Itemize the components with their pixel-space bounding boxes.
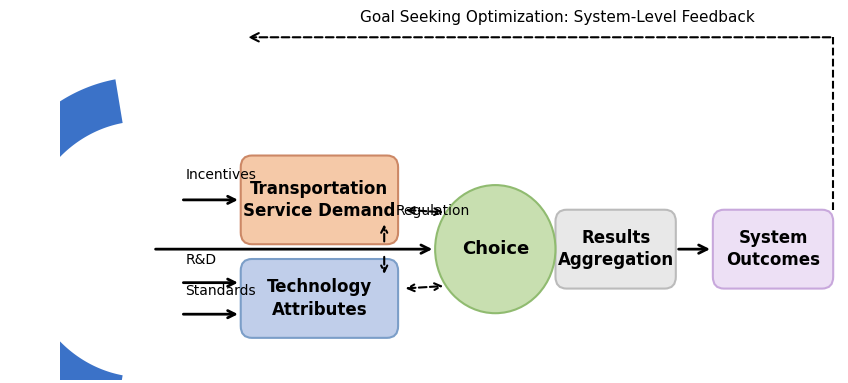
Text: Pathway Options: Pathway Options [0, 170, 11, 328]
FancyBboxPatch shape [555, 210, 676, 288]
Text: Goal Seeking Optimization: System-Level Feedback: Goal Seeking Optimization: System-Level … [360, 10, 756, 25]
Text: Technology
Attributes: Technology Attributes [267, 278, 372, 319]
Text: Choice: Choice [461, 240, 529, 258]
Ellipse shape [435, 185, 555, 313]
FancyBboxPatch shape [713, 210, 834, 288]
Text: Results
Aggregation: Results Aggregation [558, 229, 673, 269]
Polygon shape [0, 79, 123, 383]
Text: R&D: R&D [185, 253, 216, 267]
Text: System
Outcomes: System Outcomes [726, 229, 820, 269]
Text: Transportation
Service Demand: Transportation Service Demand [243, 180, 396, 220]
FancyBboxPatch shape [241, 155, 398, 244]
Text: Regulation: Regulation [395, 204, 470, 218]
FancyBboxPatch shape [241, 259, 398, 338]
Text: Standards: Standards [185, 285, 256, 298]
Text: Incentives: Incentives [185, 168, 256, 182]
